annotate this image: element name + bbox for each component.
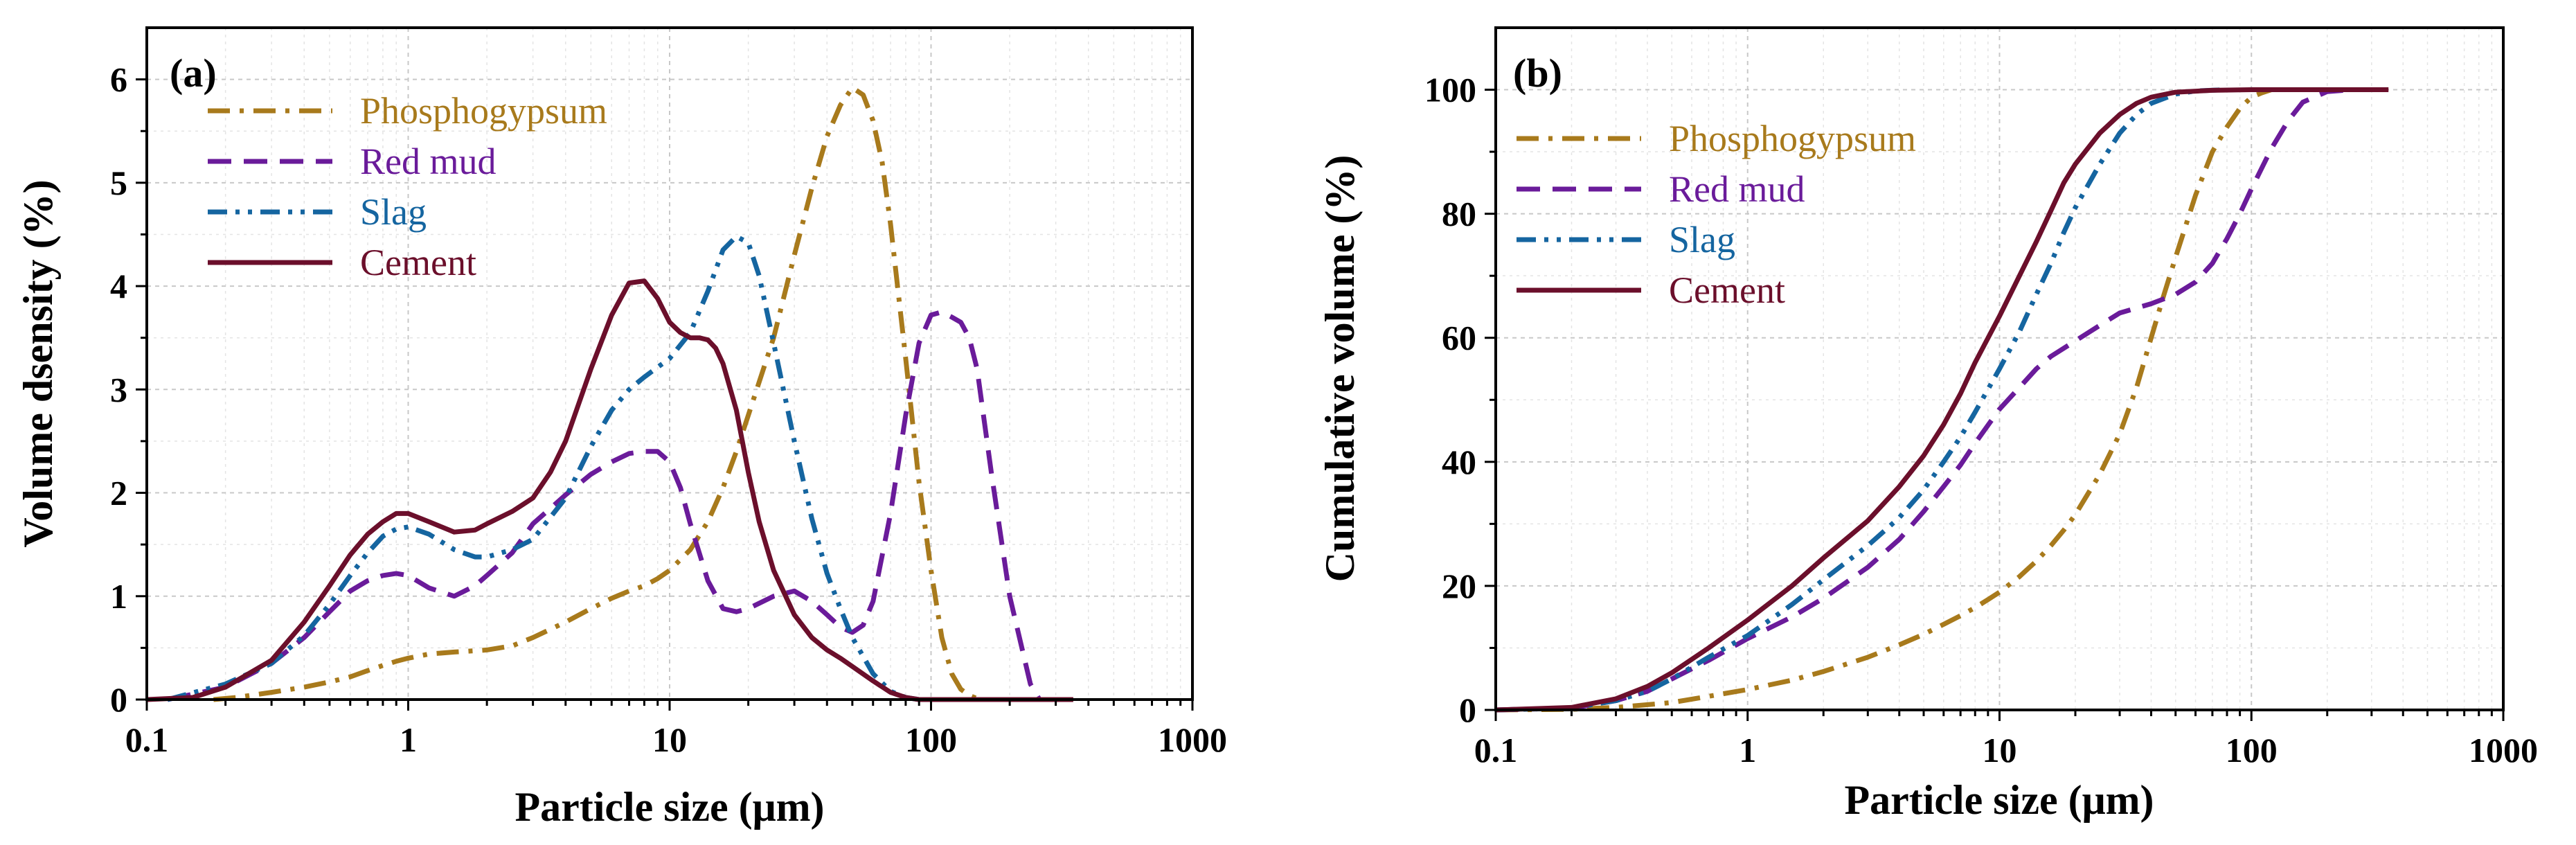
legend-label-slag: Slag xyxy=(360,191,427,233)
x-tick-label: 10 xyxy=(1983,731,2017,770)
series-phosphogypsum-line xyxy=(1495,87,2273,713)
panel-b-series xyxy=(1495,87,2389,713)
panel-a-legend: Phosphogypsum Red mud Slag Cement xyxy=(208,90,607,283)
panel-a-series xyxy=(146,85,1073,702)
panel-b-legend: Phosphogypsum Red mud Slag Cement xyxy=(1517,118,1916,311)
panel-a-volume-density-chart: 0.1 1 10 100 1000 0 1 2 3 4 5 6 (a) Phosphogypsum Re… xyxy=(15,26,1227,830)
panel-a-y-axis-title: Volume dsensity (%) xyxy=(15,179,61,547)
y-tick-label: 0 xyxy=(1459,691,1476,729)
x-tick-label: 0.1 xyxy=(125,720,169,759)
series-red-mud-line xyxy=(167,309,1042,702)
legend-label-cement: Cement xyxy=(1669,269,1785,311)
x-tick-label: 1000 xyxy=(2469,731,2538,770)
y-tick-label: 4 xyxy=(110,267,127,305)
y-tick-label: 40 xyxy=(1442,443,1476,481)
panel-a-grid xyxy=(147,28,1192,700)
y-tick-label: 80 xyxy=(1442,195,1476,233)
legend-label-slag: Slag xyxy=(1669,219,1735,260)
series-slag-line xyxy=(1495,87,2228,713)
series-red-mud-line xyxy=(1495,87,2352,713)
legend-label-red-mud: Red mud xyxy=(1669,168,1805,210)
panel-b-cumulative-volume-chart: 0.1 1 10 100 1000 0 20 40 60 80 100 (b) Phosphogyp… xyxy=(1317,26,2538,823)
series-phosphogypsum-line xyxy=(213,85,985,702)
y-tick-label: 3 xyxy=(110,370,127,409)
x-tick-label: 100 xyxy=(2226,731,2278,770)
x-tick-label: 1000 xyxy=(1158,720,1227,759)
y-tick-label: 5 xyxy=(110,163,127,202)
y-tick-label: 0 xyxy=(110,680,127,719)
series-slag-line xyxy=(166,233,920,702)
legend-label-red-mud: Red mud xyxy=(360,141,497,182)
y-tick-label: 100 xyxy=(1424,71,1476,109)
panel-a-axis-ticks: 0.1 1 10 100 1000 0 1 2 3 4 5 6 xyxy=(110,60,1227,759)
y-tick-label: 20 xyxy=(1442,567,1476,605)
panel-b-axis-ticks: 0.1 1 10 100 1000 0 20 40 60 80 100 xyxy=(1424,71,2538,770)
y-tick-label: 1 xyxy=(110,577,127,616)
panel-b-grid xyxy=(1496,28,2503,710)
panel-a-x-axis-title: Particle size (μm) xyxy=(515,784,824,830)
panel-b-y-axis-title: Cumulative volume (%) xyxy=(1317,155,1363,582)
x-tick-label: 100 xyxy=(905,720,957,759)
x-tick-label: 1 xyxy=(400,720,417,759)
x-tick-label: 0.1 xyxy=(1474,731,1518,770)
y-tick-label: 60 xyxy=(1442,319,1476,357)
panel-b-tag: (b) xyxy=(1513,51,1562,96)
panel-b-x-axis-title: Particle size (μm) xyxy=(1844,777,2154,823)
legend-label-phosphogypsum: Phosphogypsum xyxy=(360,90,607,132)
series-cement-line xyxy=(1495,87,2389,713)
x-tick-label: 10 xyxy=(652,720,687,759)
x-tick-label: 1 xyxy=(1739,731,1756,770)
y-tick-label: 2 xyxy=(110,474,127,513)
panel-a-tag: (a) xyxy=(170,51,217,96)
y-tick-label: 6 xyxy=(110,60,127,99)
series-cement-line xyxy=(146,278,1073,702)
legend-label-cement: Cement xyxy=(360,242,476,283)
legend-label-phosphogypsum: Phosphogypsum xyxy=(1669,118,1916,159)
